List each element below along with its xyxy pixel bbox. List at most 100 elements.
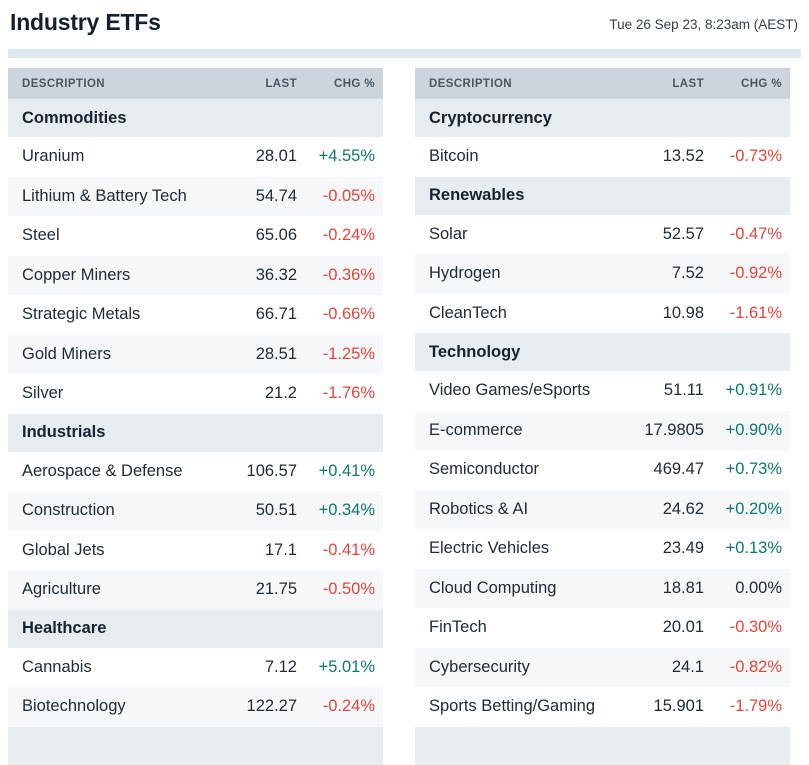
etf-name: Strategic Metals bbox=[22, 305, 141, 324]
change-percent: -0.50% bbox=[322, 580, 375, 599]
section-header: Healthcare bbox=[8, 609, 383, 648]
section-header: Industrials bbox=[8, 413, 383, 452]
etf-name: Silver bbox=[22, 384, 64, 403]
table-row[interactable]: Strategic Metals 66.71 -0.66% bbox=[8, 295, 383, 335]
table-body: Cryptocurrency Bitcoin 13.52 -0.73% Renewabl… bbox=[415, 99, 790, 765]
table-row[interactable]: Electric Vehicles 23.49 +0.13% bbox=[415, 529, 790, 569]
table-row[interactable]: Gold Miners 28.51 -1.25% bbox=[8, 334, 383, 374]
last-price: 469.47 bbox=[653, 460, 704, 479]
column-header-chg: CHG % bbox=[741, 77, 782, 90]
table-row[interactable]: CleanTech 10.98 -1.61% bbox=[415, 294, 790, 334]
change-percent: -0.73% bbox=[729, 147, 782, 166]
last-price: 21.2 bbox=[264, 384, 297, 403]
change-percent: -0.05% bbox=[322, 186, 375, 205]
last-price: 28.01 bbox=[255, 147, 297, 166]
etf-name: Uranium bbox=[22, 147, 85, 166]
table-row[interactable]: Solar 52.57 -0.47% bbox=[415, 215, 790, 255]
last-price: 10.98 bbox=[662, 303, 704, 322]
column-header-last: LAST bbox=[265, 77, 297, 90]
table-row[interactable]: Sports Betting/Gaming 15.901 -1.79% bbox=[415, 687, 790, 727]
table-row[interactable]: Uranium 28.01 +4.55% bbox=[8, 137, 383, 177]
change-percent: -0.92% bbox=[729, 264, 782, 283]
etf-name: Robotics & AI bbox=[429, 499, 529, 518]
change-percent: +4.55% bbox=[318, 147, 375, 166]
table-row[interactable]: Lithium & Battery Tech 54.74 -0.05% bbox=[8, 176, 383, 216]
last-price: 17.9805 bbox=[644, 420, 704, 439]
etf-name: Gold Miners bbox=[22, 344, 111, 363]
change-percent: +0.13% bbox=[725, 539, 782, 558]
widget-topbar: Industry ETFs Tue 26 Sep 23, 8:23am (AES… bbox=[0, 0, 809, 36]
last-price: 50.51 bbox=[255, 501, 297, 520]
column-header-chg: CHG % bbox=[334, 77, 375, 90]
table-row[interactable]: Robotics & AI 24.62 +0.20% bbox=[415, 489, 790, 529]
etf-name: Copper Miners bbox=[22, 265, 131, 284]
table-row[interactable]: Cannabis 7.12 +5.01% bbox=[8, 648, 383, 688]
change-percent: -0.36% bbox=[322, 265, 375, 284]
etf-name: Construction bbox=[22, 501, 115, 520]
table-row[interactable]: Hydrogen 7.52 -0.92% bbox=[415, 254, 790, 294]
table-row[interactable]: Silver 21.2 -1.76% bbox=[8, 374, 383, 414]
etf-table-right: DESCRIPTION LAST CHG % Cryptocurrency Bit… bbox=[415, 68, 790, 765]
last-price: 18.81 bbox=[662, 578, 704, 597]
change-percent: +0.34% bbox=[318, 501, 375, 520]
table-row[interactable]: Global Jets 17.1 -0.41% bbox=[8, 531, 383, 571]
column-header-description: DESCRIPTION bbox=[22, 77, 105, 90]
change-percent: -1.79% bbox=[729, 697, 782, 716]
change-percent: -1.25% bbox=[322, 344, 375, 363]
change-percent: -0.66% bbox=[322, 305, 375, 324]
etf-name: Bitcoin bbox=[429, 147, 479, 166]
table-row[interactable]: Bitcoin 13.52 -0.73% bbox=[415, 137, 790, 177]
etf-name: Solar bbox=[429, 224, 468, 243]
change-percent: +0.41% bbox=[318, 461, 375, 480]
table-body: Commodities Uranium 28.01 +4.55% Lithium & B… bbox=[8, 99, 383, 765]
table-row[interactable]: Agriculture 21.75 -0.50% bbox=[8, 570, 383, 610]
change-percent: +0.73% bbox=[725, 460, 782, 479]
etf-name: Electric Vehicles bbox=[429, 539, 550, 558]
change-percent: +0.20% bbox=[725, 499, 782, 518]
etf-name: CleanTech bbox=[429, 303, 507, 322]
section-header: Cryptocurrency bbox=[415, 99, 790, 137]
etf-name: Aerospace & Defense bbox=[22, 461, 183, 480]
etf-name: Cannabis bbox=[22, 657, 92, 676]
next-section-cutoff bbox=[415, 726, 790, 765]
etf-name: Sports Betting/Gaming bbox=[429, 697, 595, 716]
last-price: 52.57 bbox=[662, 224, 704, 243]
change-percent: -1.61% bbox=[729, 303, 782, 322]
table-row[interactable]: Cybersecurity 24.1 -0.82% bbox=[415, 647, 790, 687]
table-row[interactable]: Construction 50.51 +0.34% bbox=[8, 491, 383, 531]
last-price: 13.52 bbox=[662, 147, 704, 166]
table-row[interactable]: Biotechnology 122.27 -0.24% bbox=[8, 687, 383, 727]
change-percent: -0.41% bbox=[322, 540, 375, 559]
change-percent: -0.82% bbox=[729, 657, 782, 676]
column-header-description: DESCRIPTION bbox=[429, 77, 512, 90]
last-price: 24.1 bbox=[671, 657, 704, 676]
last-price: 20.01 bbox=[662, 618, 704, 637]
table-row[interactable]: Cloud Computing 18.81 0.00% bbox=[415, 568, 790, 608]
etf-name: E-commerce bbox=[429, 420, 523, 439]
last-price: 54.74 bbox=[255, 186, 297, 205]
etf-name: Biotechnology bbox=[22, 697, 126, 716]
change-percent: -1.76% bbox=[322, 384, 375, 403]
change-percent: -0.47% bbox=[729, 224, 782, 243]
table-row[interactable]: Semiconductor 469.47 +0.73% bbox=[415, 450, 790, 490]
change-percent: -0.24% bbox=[322, 697, 375, 716]
section-header: Technology bbox=[415, 333, 790, 371]
table-row[interactable]: FinTech 20.01 -0.30% bbox=[415, 608, 790, 648]
etf-name: FinTech bbox=[429, 618, 487, 637]
table-row[interactable]: Copper Miners 36.32 -0.36% bbox=[8, 255, 383, 295]
table-row[interactable]: Steel 65.06 -0.24% bbox=[8, 216, 383, 256]
table-row[interactable]: E-commerce 17.9805 +0.90% bbox=[415, 410, 790, 450]
page-title: Industry ETFs bbox=[10, 9, 161, 35]
etf-name: Cybersecurity bbox=[429, 657, 530, 676]
section-header: Renewables bbox=[415, 176, 790, 215]
table-row[interactable]: Video Games/eSports 51.11 +0.91% bbox=[415, 371, 790, 411]
last-price: 23.49 bbox=[662, 539, 704, 558]
change-percent: -0.24% bbox=[322, 226, 375, 245]
change-percent: -0.30% bbox=[729, 618, 782, 637]
change-percent: +5.01% bbox=[318, 657, 375, 676]
etf-name: Steel bbox=[22, 226, 60, 245]
table-row[interactable]: Aerospace & Defense 106.57 +0.41% bbox=[8, 452, 383, 492]
etf-name: Video Games/eSports bbox=[429, 381, 591, 400]
last-price: 122.27 bbox=[246, 697, 297, 716]
